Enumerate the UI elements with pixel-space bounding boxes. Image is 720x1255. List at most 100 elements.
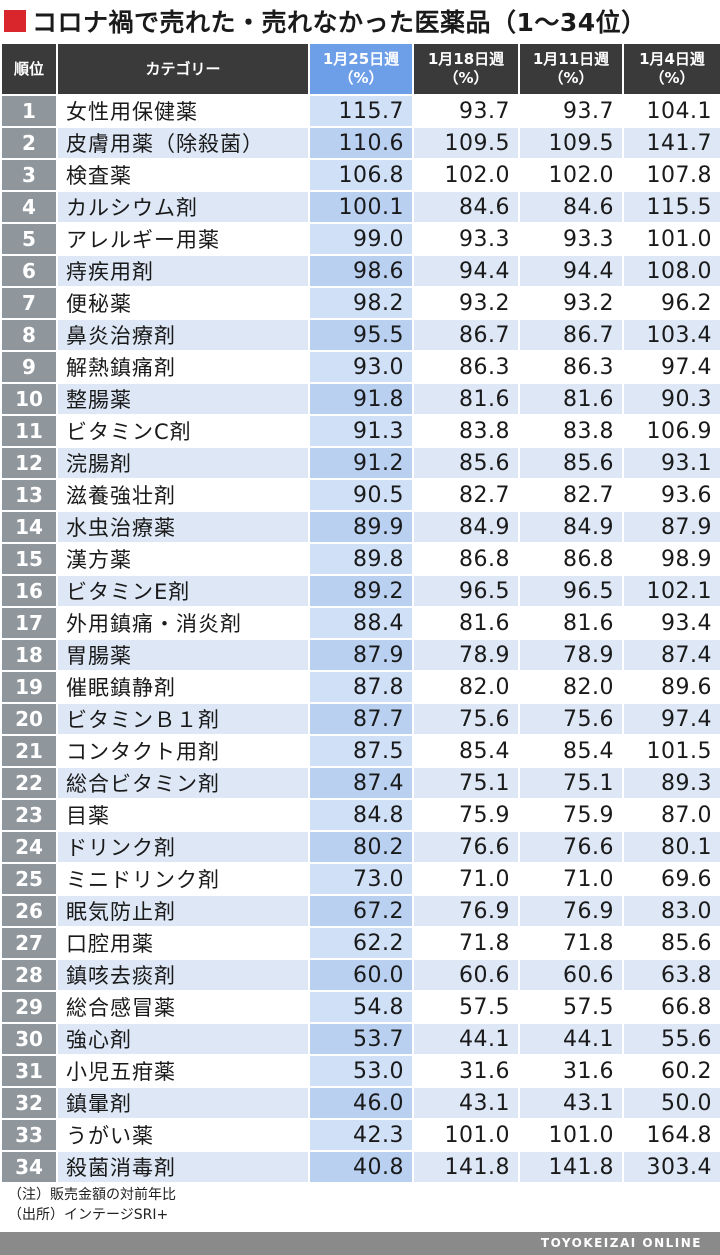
rank-cell: 14 bbox=[2, 512, 56, 544]
value-cell: 67.2 bbox=[310, 896, 412, 928]
category-cell: ミニドリンク剤 bbox=[58, 864, 308, 896]
value-cell: 75.1 bbox=[414, 768, 518, 800]
value-cell: 109.5 bbox=[414, 128, 518, 160]
value-cell: 96.5 bbox=[520, 576, 622, 608]
rank-cell: 20 bbox=[2, 704, 56, 736]
table-row: 15 漢方薬 89.8 86.8 86.8 98.9 bbox=[2, 544, 720, 576]
rank-cell: 3 bbox=[2, 160, 56, 192]
table-row: 16 ビタミンE剤 89.2 96.5 96.5 102.1 bbox=[2, 576, 720, 608]
value-cell: 85.6 bbox=[520, 448, 622, 480]
table-row: 4 カルシウム剤 100.1 84.6 84.6 115.5 bbox=[2, 192, 720, 224]
category-cell: 殺菌消毒剤 bbox=[58, 1152, 308, 1184]
value-cell: 97.4 bbox=[624, 352, 720, 384]
rank-cell: 16 bbox=[2, 576, 56, 608]
value-cell: 76.6 bbox=[520, 832, 622, 864]
value-cell: 44.1 bbox=[414, 1024, 518, 1056]
category-cell: 浣腸剤 bbox=[58, 448, 308, 480]
rank-cell: 34 bbox=[2, 1152, 56, 1184]
value-cell: 93.1 bbox=[624, 448, 720, 480]
value-cell: 89.8 bbox=[310, 544, 412, 576]
rank-cell: 5 bbox=[2, 224, 56, 256]
value-cell: 60.2 bbox=[624, 1056, 720, 1088]
value-cell: 93.3 bbox=[414, 224, 518, 256]
category-cell: 口腔用薬 bbox=[58, 928, 308, 960]
category-cell: 漢方薬 bbox=[58, 544, 308, 576]
value-cell: 87.5 bbox=[310, 736, 412, 768]
value-cell: 94.4 bbox=[414, 256, 518, 288]
value-cell: 96.2 bbox=[624, 288, 720, 320]
value-cell: 86.7 bbox=[414, 320, 518, 352]
value-cell: 80.1 bbox=[624, 832, 720, 864]
table-row: 31 小児五疳薬 53.0 31.6 31.6 60.2 bbox=[2, 1056, 720, 1088]
rank-cell: 4 bbox=[2, 192, 56, 224]
value-cell: 102.0 bbox=[520, 160, 622, 192]
category-cell: コンタクト用剤 bbox=[58, 736, 308, 768]
category-cell: 小児五疳薬 bbox=[58, 1056, 308, 1088]
value-cell: 84.6 bbox=[520, 192, 622, 224]
rank-cell: 23 bbox=[2, 800, 56, 832]
value-cell: 82.0 bbox=[520, 672, 622, 704]
rank-cell: 6 bbox=[2, 256, 56, 288]
value-cell: 93.0 bbox=[310, 352, 412, 384]
value-cell: 57.5 bbox=[414, 992, 518, 1024]
value-cell: 106.8 bbox=[310, 160, 412, 192]
rank-cell: 13 bbox=[2, 480, 56, 512]
value-cell: 82.7 bbox=[414, 480, 518, 512]
value-cell: 141.8 bbox=[414, 1152, 518, 1184]
value-cell: 93.4 bbox=[624, 608, 720, 640]
rank-cell: 30 bbox=[2, 1024, 56, 1056]
value-cell: 76.6 bbox=[414, 832, 518, 864]
value-cell: 93.2 bbox=[520, 288, 622, 320]
value-cell: 93.3 bbox=[520, 224, 622, 256]
value-cell: 89.3 bbox=[624, 768, 720, 800]
category-cell: 解熱鎮痛剤 bbox=[58, 352, 308, 384]
value-cell: 164.8 bbox=[624, 1120, 720, 1152]
value-cell: 40.8 bbox=[310, 1152, 412, 1184]
rank-cell: 15 bbox=[2, 544, 56, 576]
value-cell: 87.8 bbox=[310, 672, 412, 704]
table-row: 29 総合感冒薬 54.8 57.5 57.5 66.8 bbox=[2, 992, 720, 1024]
value-cell: 89.2 bbox=[310, 576, 412, 608]
rank-cell: 10 bbox=[2, 384, 56, 416]
category-cell: 皮膚用薬（除殺菌） bbox=[58, 128, 308, 160]
table-row: 17 外用鎮痛・消炎剤 88.4 81.6 81.6 93.4 bbox=[2, 608, 720, 640]
footer-brand: TOYOKEIZAI ONLINE bbox=[0, 1232, 720, 1255]
value-cell: 60.6 bbox=[520, 960, 622, 992]
value-cell: 76.9 bbox=[414, 896, 518, 928]
category-cell: 鎮暈剤 bbox=[58, 1088, 308, 1120]
rank-cell: 25 bbox=[2, 864, 56, 896]
column-header-0: 順位 bbox=[2, 44, 56, 96]
value-cell: 94.4 bbox=[520, 256, 622, 288]
value-cell: 83.8 bbox=[520, 416, 622, 448]
value-cell: 95.5 bbox=[310, 320, 412, 352]
table-row: 30 強心剤 53.7 44.1 44.1 55.6 bbox=[2, 1024, 720, 1056]
value-cell: 101.0 bbox=[624, 224, 720, 256]
rank-cell: 12 bbox=[2, 448, 56, 480]
category-cell: 催眠鎮静剤 bbox=[58, 672, 308, 704]
value-cell: 43.1 bbox=[520, 1088, 622, 1120]
table-row: 14 水虫治療薬 89.9 84.9 84.9 87.9 bbox=[2, 512, 720, 544]
value-cell: 98.9 bbox=[624, 544, 720, 576]
value-cell: 93.6 bbox=[624, 480, 720, 512]
value-cell: 75.6 bbox=[414, 704, 518, 736]
rank-cell: 33 bbox=[2, 1120, 56, 1152]
value-cell: 76.9 bbox=[520, 896, 622, 928]
category-cell: 女性用保健薬 bbox=[58, 96, 308, 128]
category-cell: 滋養強壮剤 bbox=[58, 480, 308, 512]
rank-cell: 9 bbox=[2, 352, 56, 384]
table-row: 12 浣腸剤 91.2 85.6 85.6 93.1 bbox=[2, 448, 720, 480]
rank-cell: 31 bbox=[2, 1056, 56, 1088]
table-row: 21 コンタクト用剤 87.5 85.4 85.4 101.5 bbox=[2, 736, 720, 768]
table-row: 22 総合ビタミン剤 87.4 75.1 75.1 89.3 bbox=[2, 768, 720, 800]
rank-cell: 21 bbox=[2, 736, 56, 768]
value-cell: 85.6 bbox=[624, 928, 720, 960]
value-cell: 87.7 bbox=[310, 704, 412, 736]
title-bar: コロナ禍で売れた・売れなかった医薬品（1〜34位） bbox=[0, 0, 720, 42]
value-cell: 81.6 bbox=[414, 608, 518, 640]
value-cell: 81.6 bbox=[520, 384, 622, 416]
value-cell: 54.8 bbox=[310, 992, 412, 1024]
table-row: 13 滋養強壮剤 90.5 82.7 82.7 93.6 bbox=[2, 480, 720, 512]
category-cell: 鎮咳去痰剤 bbox=[58, 960, 308, 992]
value-cell: 71.0 bbox=[414, 864, 518, 896]
value-cell: 104.1 bbox=[624, 96, 720, 128]
